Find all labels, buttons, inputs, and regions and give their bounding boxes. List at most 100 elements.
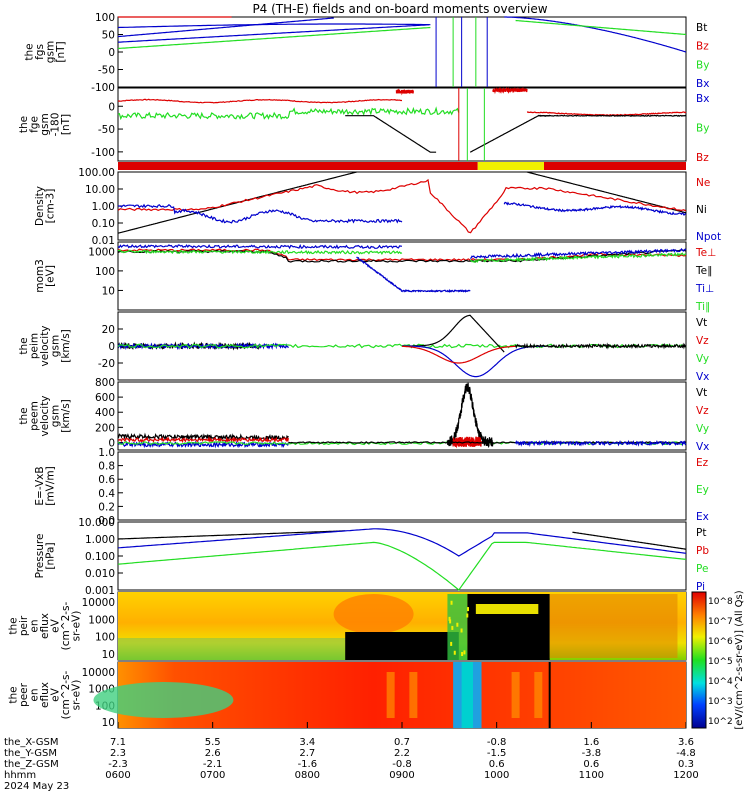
spectrogram-noise [453,650,456,655]
legend-label: Bz [696,41,709,53]
series-line [504,16,687,53]
series-line [537,114,687,117]
spectrogram-blob [534,672,543,718]
legend-label: Vt [696,317,707,329]
spectrogram-noise [463,650,466,655]
x-tick-label: 1000 [484,770,509,781]
y-axis-label-line: gsm [44,41,56,63]
legend-label: By [696,123,709,135]
series-line [515,19,687,36]
x-tick-label: 2.2 [394,748,410,759]
legend-label: Ni [696,204,707,216]
y-tick-label: 100.00 [78,167,115,179]
x-tick-label: 0800 [295,770,320,781]
y-tick-label: 1.00 [92,201,115,213]
y-tick-label: -50 [98,65,115,77]
figure-title: P4 (TH-E) fields and on-board moments ov… [252,2,547,16]
legend-label: Vy [696,353,709,365]
legend-label: Ti∥ [695,301,710,313]
legend-label: Vz [696,405,709,417]
y-tick-label: 1000 [88,614,115,626]
y-tick-label: 0.100 [85,551,115,563]
y-axis-label-line: fgs [34,44,46,60]
y-axis-label-line: the [23,43,35,60]
x-tick-label: 1.6 [583,737,599,748]
spectrogram-noise [467,607,470,612]
y-axis-label-line: (cm^2-s- [60,601,72,650]
series-line [470,115,550,153]
series-line [402,345,544,378]
colorbar-label-text: [eV/(cm^2-s-sr-eV)] (All Qs) [734,590,745,729]
y-tick-label: 10 [102,717,115,729]
y-axis-label-line: (cm^2-s- [60,670,72,719]
panel-frame [117,451,687,521]
y-tick-label: 10000 [82,597,115,609]
y-axis-label-line: gsm [50,405,62,427]
y-tick-label: 1000 [88,246,115,258]
panel-frame [117,381,687,451]
y-tick-label: 600 [95,392,115,404]
colorbar-tick-label: 10^5 [708,657,733,667]
y-axis-label-line: Density [34,186,46,226]
series-line [402,314,505,353]
y-axis-label-line: -180 [50,113,62,137]
colorbar-tick-label: 10^2 [708,717,733,727]
y-tick-label: -20 [98,358,115,370]
x-tick-label: 2.3 [110,748,126,759]
y-tick-label: 50 [102,30,115,42]
legend-label: Bt [696,22,707,34]
y-tick-label: 100 [95,632,115,644]
spectrogram-noise [456,622,459,627]
y-tick-label: 0.10 [92,218,115,230]
spectrogram-noise [450,641,453,646]
series-line [117,528,687,557]
x-axis-row-label: hhmm [4,770,36,781]
series-line [526,111,687,116]
x-axis-row-label: the_Z-GSM [4,759,59,770]
spectrogram-blob [511,672,520,718]
y-tick-label: 0.010 [85,568,115,580]
colorbar-tick-label: 10^7 [708,617,733,627]
y-axis-label-line: eflux [39,613,51,639]
y-axis-label-line: peim [29,333,41,359]
x-tick-label: 5.5 [205,737,221,748]
x-tick-label: 0.6 [583,759,599,770]
y-tick-label: 100 [95,12,115,24]
y-axis-label-line: velocity [39,325,51,366]
x-tick-label: -1.5 [487,748,507,759]
legend-label: Vy [696,423,709,435]
spectrogram-noise [448,616,451,621]
series-line [117,248,687,262]
colorbar-tick-label: 10^8 [708,597,733,607]
legend-label: Vx [696,441,709,453]
legend-label: Ey [696,484,709,496]
y-tick-label: 200 [95,422,115,434]
x-tick-label: 1200 [673,770,698,781]
legend-label: Npot [696,231,721,243]
x-tick-label: 0900 [389,770,414,781]
legend-label: Pt [696,527,706,539]
series-line [117,203,403,224]
series-line [117,249,403,256]
y-tick-label: 0.6 [98,474,115,486]
spectrogram-blob [386,672,395,718]
spectrogram-blob [333,594,414,634]
y-axis-label-line: mom3 [34,259,46,293]
y-tick-label: -50 [98,124,115,136]
y-tick-label: 10 [102,649,115,661]
series-line [117,106,460,121]
y-axis-label: mom3[eV] [34,259,57,293]
series-line [395,88,414,96]
y-axis-label: Pressure[nPa] [34,534,57,579]
y-axis-label-line: [nT] [55,41,67,62]
region-bar-segment [477,162,544,170]
series-line [118,530,346,540]
legend-label: Bx [696,93,709,105]
legend-label: Vt [696,387,707,399]
y-tick-label: 0.01 [92,235,115,247]
y-axis-label-line: gsm [50,335,62,357]
